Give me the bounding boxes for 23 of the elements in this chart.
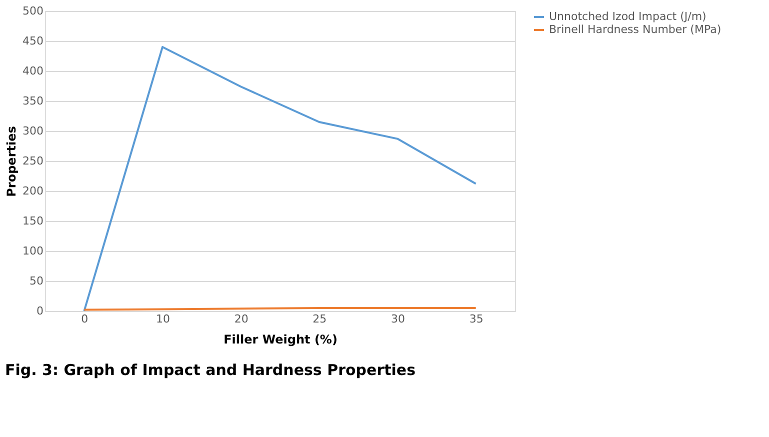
legend-label: Unnotched Izod Impact (J/m) [549,10,706,23]
y-tick-label: 350 [22,94,44,108]
y-tick-label: 0 [36,304,44,318]
y-tick-label: 400 [22,64,44,78]
y-tick-label: 100 [22,244,44,258]
line-series [83,46,477,312]
y-tick-label: 500 [22,4,44,18]
x-tick-label: 20 [234,312,248,326]
y-tick-label: 50 [30,274,44,288]
y-tick-label: 150 [22,214,44,228]
y-tick-label: 200 [22,184,44,198]
x-tick-label: 25 [312,312,327,326]
x-tick-label: 10 [156,312,170,326]
legend-label: Brinell Hardness Number (MPa) [549,23,722,36]
y-tick-label: 300 [22,124,44,138]
x-axis-title: Filler Weight (%) [224,332,338,346]
x-tick-label: 35 [469,312,484,326]
x-tick-label: 30 [391,312,405,326]
x-tick-label: 0 [81,312,88,326]
y-axis-title: Properties [4,126,19,197]
y-tick-label: 450 [22,34,44,48]
y-tick-label: 250 [22,154,44,168]
text: Fig. 3: Graph of Impact and Hardness Properties [5,361,416,379]
